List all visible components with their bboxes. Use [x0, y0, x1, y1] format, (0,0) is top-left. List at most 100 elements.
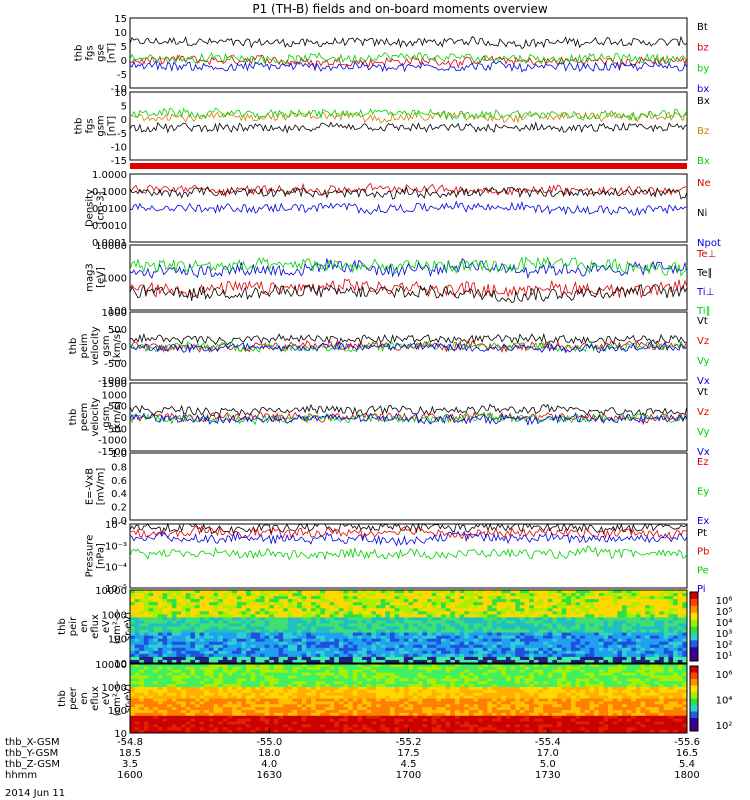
y-tick-label: 10⁻² [105, 520, 127, 531]
x-tick-label: 1700 [396, 770, 421, 781]
series-label: Npot [697, 238, 721, 249]
panel-ylabel: thbpeimvelocitygsm[km/s] [68, 326, 123, 365]
series-line-Te⊥ [129, 278, 688, 299]
panel-peem-velocity: thbpeemvelocitygsm[km/s] 150010005000-500… [68, 379, 710, 458]
series-line-Bx [129, 121, 688, 134]
colorbar-tick-label: 10³ [716, 629, 733, 640]
panel-peer-spectrogram: thbpeerenefluxeV(cm²-s-sr-eV) 10000 1000 10… [57, 660, 732, 740]
series-line-Bx [129, 107, 688, 122]
colorbar-tick-label: 10¹ [716, 651, 733, 662]
series-label: Ti⊥ [696, 287, 714, 298]
series-label: Ex [697, 516, 709, 527]
y-tick-label: -15 [111, 156, 127, 167]
series-label: by [697, 63, 709, 74]
series-label: Ey [697, 487, 709, 498]
series-label: Ez [697, 457, 709, 468]
y-tick-label: 10⁻⁴ [105, 563, 127, 574]
x-tick-label: 17.0 [537, 748, 559, 759]
y-tick-label: 0.0100 [92, 204, 127, 215]
y-tick-label: -1000 [98, 436, 127, 447]
colorbar-tick-label: 10² [716, 721, 733, 732]
y-tick-label: -500 [104, 424, 127, 435]
y-tick-label: 10000 [95, 660, 127, 671]
y-tick-label: -5 [117, 70, 127, 81]
series-label: Bz [697, 126, 709, 137]
y-tick-label: 5 [121, 102, 127, 113]
y-tick-label: 10 [114, 88, 127, 99]
series-label: Te⊥ [696, 249, 716, 260]
series-line-Npot [129, 200, 688, 216]
y-tick-label: -1500 [98, 447, 127, 458]
series-label: Ti∥ [696, 306, 711, 317]
series-line-Ni [129, 186, 688, 200]
x-tick-label: -55.6 [674, 737, 700, 748]
y-tick-label: 1.0000 [92, 170, 127, 181]
series-line-Pe [129, 545, 688, 561]
series-label: bx [697, 84, 709, 95]
x-tick-label: 4.0 [261, 759, 277, 770]
panel-pressure: Pressure[nPa] 10⁻² 10⁻³ 10⁻⁴ 10⁻⁵ Pt Pb Pe Pi [85, 520, 710, 595]
series-label: Vx [697, 447, 710, 458]
panel-ylabel: thbpeemvelocitygsm[km/s] [68, 397, 123, 436]
colorbar-tick-label: 10² [716, 640, 733, 651]
y-tick-label: 0 [121, 56, 127, 67]
panel-ylabel: mag3[eV] [85, 263, 107, 292]
x-axis-row-label: thb_Z-GSM [5, 759, 60, 770]
x-tick-label: 1600 [117, 770, 142, 781]
x-tick-label: 5.0 [540, 759, 556, 770]
series-line-Pt [129, 522, 688, 536]
panel-ylabel: thbfgsgsm[nT] [74, 115, 118, 136]
panel-efield: E=-VxB[mV/m] 1.0 0.8 0.6 0.4 0.2 0.0 Ez Ey Ex [85, 449, 710, 527]
series-line-bx [129, 60, 688, 73]
series-label: Bx [697, 96, 710, 107]
colorbar-tick-label: 10⁴ [716, 696, 733, 707]
series-line-Vy [129, 411, 688, 426]
series-line-Pi [129, 530, 688, 547]
y-tick-label: -500 [104, 359, 127, 370]
y-tick-label: 0.1000 [92, 187, 127, 198]
y-tick-label: 10 [114, 28, 127, 39]
y-tick-label: -1000 [98, 376, 127, 387]
y-tick-label: 10 [114, 659, 127, 670]
series-line-Bz [129, 109, 688, 124]
series-label: Pi [697, 584, 706, 595]
x-tick-label: 5.4 [679, 759, 695, 770]
series-label: Vt [697, 387, 708, 398]
series-label: Ni [697, 208, 707, 219]
series-line-Vt [129, 403, 688, 417]
y-tick-label: 500 [108, 402, 127, 413]
figure-title: P1 (TH-B) fields and on-board moments ov… [252, 2, 548, 16]
colorbar-tick-label: 10⁴ [716, 618, 733, 629]
y-tick-label: -10 [111, 84, 127, 95]
series-label: Vz [697, 336, 709, 347]
x-tick-label: 3.5 [122, 759, 138, 770]
panel-fgs-gsm: thbfgsgsm[nT] 10 5 0 -5 -10 -15 Bx Bz Bx [74, 88, 710, 167]
panel-ylabel: thbpeirenefluxeV(cm²-s-sr-eV) [57, 608, 134, 644]
y-tick-label: 1000 [102, 274, 127, 285]
panel-peir-spectrogram: thbpeirenefluxeV(cm²-s-sr-eV) 10000 1000 10… [57, 586, 732, 670]
series-line-Ti∥ [129, 256, 688, 277]
panel-peim-velocity: thbpeimvelocitygsm[km/s] 1000 500 0 -500 -100… [68, 308, 710, 387]
x-tick-label: 18.5 [119, 748, 141, 759]
x-tick-label: 1800 [674, 770, 699, 781]
y-tick-label: 10 [114, 729, 127, 740]
y-tick-label: 0 [121, 413, 127, 424]
series-line-Ti⊥ [129, 257, 688, 280]
panel-ylabel: Pressure[nPa] [85, 535, 107, 578]
y-tick-label: 500 [108, 325, 127, 336]
x-tick-label: 1630 [257, 770, 282, 781]
x-tick-label: -55.0 [256, 737, 282, 748]
colorbar-tick-label: 10⁶ [716, 670, 733, 681]
x-axis-labels: thb_X-GSM -54.8 -55.0 -55.2 -55.4 -55.6 thb_Y-… [5, 728, 700, 781]
y-tick-label: 1000 [102, 308, 127, 319]
panel-density: Density[cm-3] 1.0000 0.1000 0.0100 0.0010 0.0… [85, 170, 721, 249]
series-line-Bt [129, 35, 688, 50]
panel-ylabel: Density[cm-3] [85, 189, 107, 227]
series-label: Pb [697, 547, 709, 558]
y-tick-label: 1000 [102, 390, 127, 401]
y-tick-label: 0.4 [111, 489, 127, 500]
series-label: Vz [697, 407, 709, 418]
panel-ylabel: thbpeerenefluxeV(cm²-s-sr-eV) [57, 680, 134, 716]
y-tick-label: 0.0010 [92, 221, 127, 232]
y-tick-label: 10⁻³ [105, 541, 127, 552]
